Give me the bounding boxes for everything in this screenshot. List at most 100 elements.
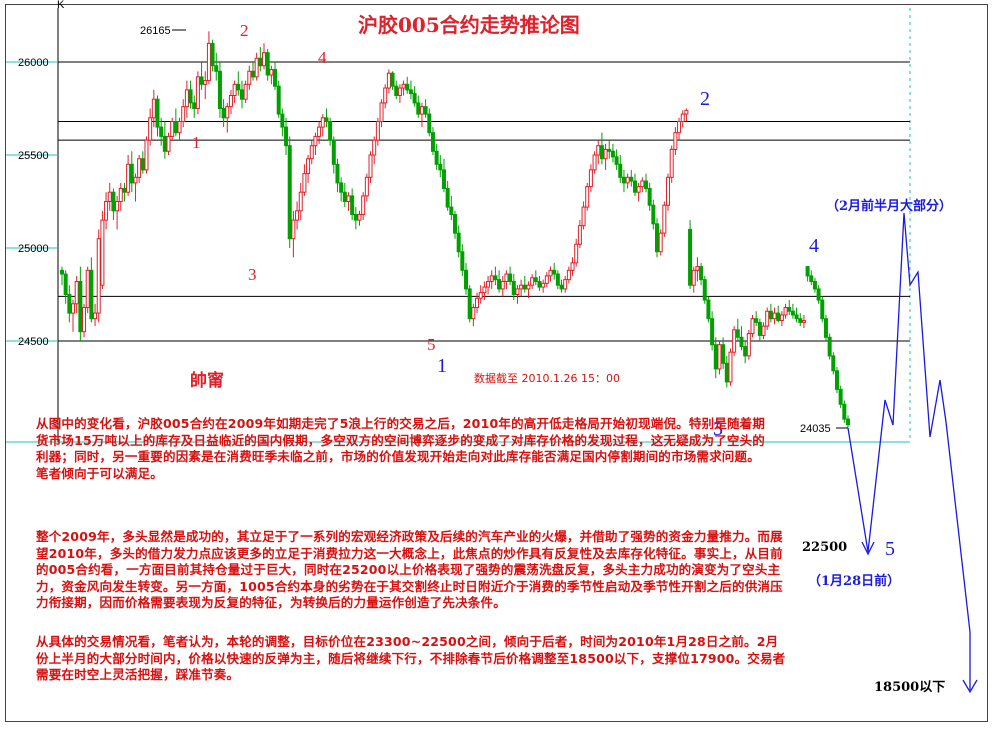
candle-body (243, 83, 248, 100)
candle-body (541, 282, 546, 288)
candle-body (504, 273, 509, 282)
candle-body (603, 148, 608, 160)
candle-body (629, 176, 634, 182)
candle-body (188, 89, 193, 104)
candle-body (526, 284, 531, 290)
candle-body (368, 154, 373, 178)
candle-body (489, 275, 494, 282)
candle-body (313, 135, 318, 147)
candle-body (548, 269, 553, 277)
candle-body (746, 333, 751, 357)
wave-red-3: 3 (248, 265, 257, 284)
candle-body (173, 121, 178, 134)
candle-body (460, 251, 465, 271)
candle-body (662, 204, 667, 234)
candle-body (508, 273, 513, 282)
candle-body (346, 195, 351, 202)
target-date-note: （1月28日前） (808, 574, 901, 589)
candle-body (831, 355, 836, 372)
candle-body (511, 280, 516, 296)
candle-body (93, 312, 98, 320)
candle-body (702, 279, 707, 301)
candle-body (258, 57, 263, 67)
candle-body (610, 150, 615, 158)
candle-body (790, 310, 795, 316)
candle-body (210, 42, 215, 67)
candle-body (324, 117, 329, 123)
candle-body (783, 307, 788, 316)
candle-body (228, 94, 233, 108)
candle-body (192, 102, 197, 109)
candle-body (364, 176, 369, 197)
candle-body (625, 176, 630, 184)
candle-body (721, 344, 726, 364)
candle-body (405, 83, 410, 91)
candle-body (427, 113, 432, 134)
candle-body (375, 121, 380, 141)
candle-body (170, 121, 175, 137)
wave-red-1: 1 (192, 133, 201, 152)
y-tick-24500: 24500 (18, 336, 49, 348)
candle-body (581, 206, 586, 227)
candle-body (445, 187, 450, 208)
candle-body (640, 180, 645, 188)
candle-body (217, 70, 222, 110)
candle-body (570, 262, 575, 271)
low-price-label: 24035 (800, 423, 831, 435)
candle-body (247, 70, 252, 85)
candle-body (100, 219, 105, 286)
candle-body (221, 108, 226, 119)
candle-body (148, 117, 153, 141)
candle-body (757, 321, 762, 336)
candle-body (798, 318, 803, 323)
y-tick-26000: 26000 (18, 57, 49, 69)
candle-body (732, 329, 737, 353)
candle-body (60, 269, 64, 275)
candle-body (195, 76, 200, 109)
axis-marker: K (57, 0, 65, 11)
candle-body (846, 418, 850, 426)
candle-body (232, 83, 237, 96)
candle-body (269, 68, 274, 76)
high-price-label: 26165 (140, 25, 171, 37)
projection-arrowhead (962, 679, 978, 694)
wave-blue-2: 2 (700, 88, 710, 110)
feb-rebound-note: （2月前半月大部分） (826, 199, 953, 214)
candle-body (809, 275, 814, 282)
candle-body (162, 135, 167, 152)
candle-body (350, 195, 355, 216)
candle-body (394, 85, 399, 96)
candle-body (438, 163, 443, 171)
candle-body (820, 299, 825, 320)
candle-body (823, 318, 828, 338)
candle-body (621, 176, 626, 184)
candle-body (287, 145, 292, 240)
candle-body (206, 42, 211, 82)
candle-body (107, 191, 112, 202)
outer-frame (5, 4, 988, 722)
candle-body (181, 106, 186, 123)
candle-body (834, 370, 839, 390)
candle-body (710, 318, 715, 346)
candle-body (838, 388, 843, 405)
data-timestamp: 数据截至 2010.1.26 15：00 (474, 371, 620, 385)
candle-body (383, 87, 388, 104)
candle-body (486, 280, 491, 288)
candle-body (816, 288, 821, 301)
candle-body (493, 275, 498, 281)
candle-body (129, 163, 134, 184)
analysis-paragraph-2: 整个2009年，多头显然是成功的，其立足于了一系列的宏观经济政策及后续的汽车产业… (36, 529, 783, 610)
candle-body (666, 176, 671, 206)
candle-body (743, 346, 748, 357)
candle-body (284, 126, 289, 147)
candle-body (265, 52, 270, 76)
candle-body (761, 325, 766, 336)
candle-body (379, 102, 384, 123)
candle-body (357, 214, 362, 221)
candle-body (78, 280, 83, 333)
candle-body (239, 89, 244, 100)
candle-body (89, 269, 94, 320)
candle-body (779, 314, 784, 322)
candle-body (577, 225, 582, 245)
candle-body (478, 292, 483, 299)
